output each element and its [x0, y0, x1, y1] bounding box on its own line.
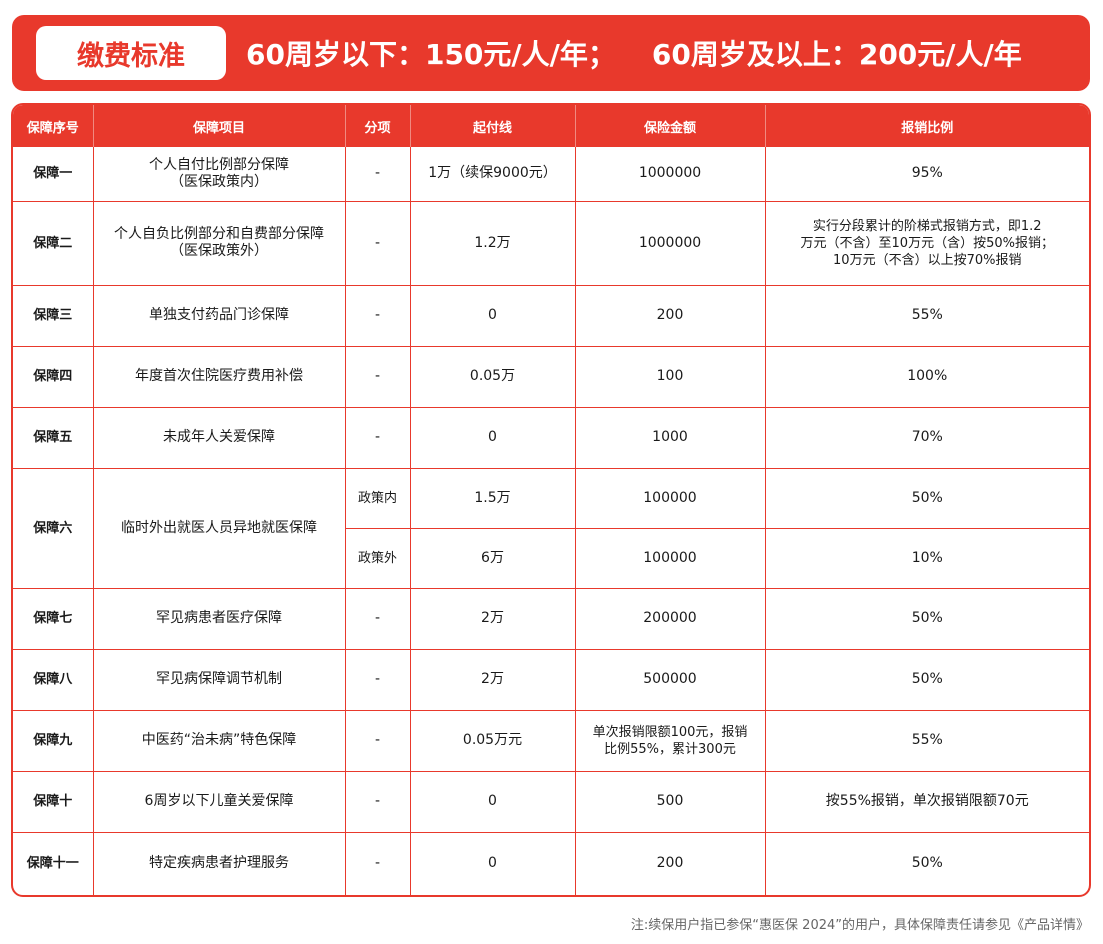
coverage-table-container: 保障序号 保障项目 分项 起付线 保险金额 报销比例 保障一 个人自付比例部分保…	[11, 103, 1091, 897]
cell-no: 保障四	[13, 346, 94, 408]
cell-deductible: 2万	[410, 649, 576, 711]
header-ratio: 报销比例	[765, 105, 1089, 147]
cell-sub: -	[345, 832, 411, 895]
cell-deductible: 0.05万	[410, 346, 576, 408]
cell-item: 未成年人关爱保障	[93, 407, 346, 469]
cell-no: 保障三	[13, 285, 94, 347]
cell-item: 临时外出就医人员异地就医保障	[93, 468, 346, 589]
footnote: 注:续保用户指已参保“惠医保 2024”的用户，具体保障责任请参见《产品详情》	[630, 918, 1089, 933]
cell-deductible: 0	[410, 285, 576, 347]
cell-ratio: 95%	[765, 147, 1089, 202]
cell-item: 年度首次住院医疗费用补偿	[93, 346, 346, 408]
cell-item: 6周岁以下儿童关爱保障	[93, 771, 346, 833]
cell-sub: -	[345, 407, 411, 469]
cell-amount: 100000	[575, 468, 766, 529]
cell-ratio: 70%	[765, 407, 1089, 469]
cell-no: 保障五	[13, 407, 94, 469]
cell-no: 保障七	[13, 588, 94, 650]
coverage-table: 保障序号 保障项目 分项 起付线 保险金额 报销比例 保障一 个人自付比例部分保…	[13, 105, 1089, 895]
table-row: 保障八 罕见病保障调节机制 - 2万 500000 50%	[13, 649, 1089, 711]
cell-amount: 1000	[575, 407, 766, 469]
cell-deductible: 1.2万	[410, 201, 576, 286]
table-header-row: 保障序号 保障项目 分项 起付线 保险金额 报销比例	[13, 105, 1089, 147]
cell-amount: 200	[575, 832, 766, 895]
cell-amount: 200000	[575, 588, 766, 650]
cell-deductible: 0.05万元	[410, 710, 576, 772]
cell-item: 个人自负比例部分和自费部分保障 （医保政策外）	[93, 201, 346, 286]
cell-sub: -	[345, 201, 411, 286]
header-deductible: 起付线	[410, 105, 576, 147]
table-row: 保障七 罕见病患者医疗保障 - 2万 200000 50%	[13, 588, 1089, 650]
cell-amount: 500	[575, 771, 766, 833]
cell-sub: -	[345, 710, 411, 772]
cell-ratio: 55%	[765, 285, 1089, 347]
cell-ratio: 50%	[911, 855, 943, 872]
table-row: 保障四 年度首次住院医疗费用补偿 - 0.05万 100 100%	[13, 346, 1089, 408]
cell-sub: -	[345, 285, 411, 347]
price-over-60: 60周岁及以上：200元/人/年	[651, 38, 1022, 71]
header-amount: 保险金额	[575, 105, 766, 147]
cell-sub: 政策内	[345, 468, 411, 529]
table-row: 保障一 个人自付比例部分保障 （医保政策内） - 1万（续保9000元） 100…	[13, 147, 1089, 202]
cell-no: 保障九	[13, 710, 94, 772]
banner-tag: 缴费标准	[36, 26, 226, 80]
cell-item: 个人自付比例部分保障 （医保政策内）	[93, 147, 346, 202]
price-under-60: 60周岁以下：150元/人/年；	[246, 38, 616, 71]
cell-deductible: 0	[410, 771, 576, 833]
cell-deductible: 1万（续保9000元）	[410, 147, 576, 202]
cell-sub: -	[345, 771, 411, 833]
cell-ratio: 50%	[765, 588, 1089, 650]
cell-item: 罕见病患者医疗保障	[93, 588, 346, 650]
table-row: 保障三 单独支付药品门诊保障 - 0 200 55%	[13, 285, 1089, 347]
cell-ratio: 10%	[765, 528, 1089, 589]
cell-ratio: 按55%报销，单次报销限额70元	[765, 771, 1089, 833]
cell-no: 保障八	[13, 649, 94, 711]
table-row: 保障十 6周岁以下儿童关爱保障 - 0 500 按55%报销，单次报销限额70元	[13, 771, 1089, 833]
table-row: 保障九 中医药“治未病”特色保障 - 0.05万元 单次报销限额100元，报销 …	[13, 710, 1089, 772]
cell-sub: -	[345, 588, 411, 650]
cell-no: 保障十一	[13, 832, 94, 895]
cell-sub: 政策外	[345, 528, 411, 589]
cell-no: 保障二	[13, 201, 94, 286]
cell-no: 保障六	[13, 468, 94, 589]
price-banner: 缴费标准 60周岁以下：150元/人/年； 60周岁及以上：200元/人/年	[12, 15, 1090, 91]
cell-ratio: 实行分段累计的阶梯式报销方式，即1.2 万元（不含）至10万元（含）按50%报销…	[765, 201, 1089, 286]
cell-no: 保障十	[13, 771, 94, 833]
cell-deductible: 2万	[410, 588, 576, 650]
cell-item: 单独支付药品门诊保障	[93, 285, 346, 347]
cell-ratio: 50%	[765, 649, 1089, 711]
cell-item: 中医药“治未病”特色保障	[93, 710, 346, 772]
cell-sub: -	[345, 346, 411, 408]
cell-amount: 200	[575, 285, 766, 347]
cell-sub: -	[345, 147, 411, 202]
table-row: 保障十一 特定疾病患者护理服务 - 0 200 50%	[13, 832, 1089, 895]
table-row: 保障六 临时外出就医人员异地就医保障 政策内 1.5万 100000 50%	[13, 468, 1089, 589]
cell-sub: -	[345, 649, 411, 711]
table-row: 政策外 6万 100000 10%	[13, 528, 1089, 589]
cell-ratio: 50%	[765, 468, 1089, 529]
cell-amount: 100000	[575, 528, 766, 589]
cell-deductible: 1.5万	[410, 468, 576, 529]
cell-amount: 1000000	[575, 147, 766, 202]
cell-deductible: 0	[410, 832, 576, 895]
cell-no: 保障一	[13, 147, 94, 202]
table-row: 保障二 个人自负比例部分和自费部分保障 （医保政策外） - 1.2万 10000…	[13, 201, 1089, 286]
table-row: 保障五 未成年人关爱保障 - 0 1000 70%	[13, 407, 1089, 469]
header-no: 保障序号	[13, 105, 94, 147]
cell-amount: 100	[575, 346, 766, 408]
cell-amount: 单次报销限额100元，报销 比例55%，累计300元	[575, 710, 766, 772]
cell-deductible: 0	[410, 407, 576, 469]
header-item: 保障项目	[93, 105, 346, 147]
cell-amount: 500000	[575, 649, 766, 711]
cell-item: 罕见病保障调节机制	[93, 649, 346, 711]
cell-ratio: 55%	[765, 710, 1089, 772]
cell-amount: 1000000	[575, 201, 766, 286]
banner-prices: 60周岁以下：150元/人/年； 60周岁及以上：200元/人/年	[246, 33, 1022, 73]
header-sub: 分项	[345, 105, 411, 147]
cell-ratio: 100%	[765, 346, 1089, 408]
cell-deductible: 6万	[410, 528, 576, 589]
cell-item: 特定疾病患者护理服务	[93, 832, 346, 895]
